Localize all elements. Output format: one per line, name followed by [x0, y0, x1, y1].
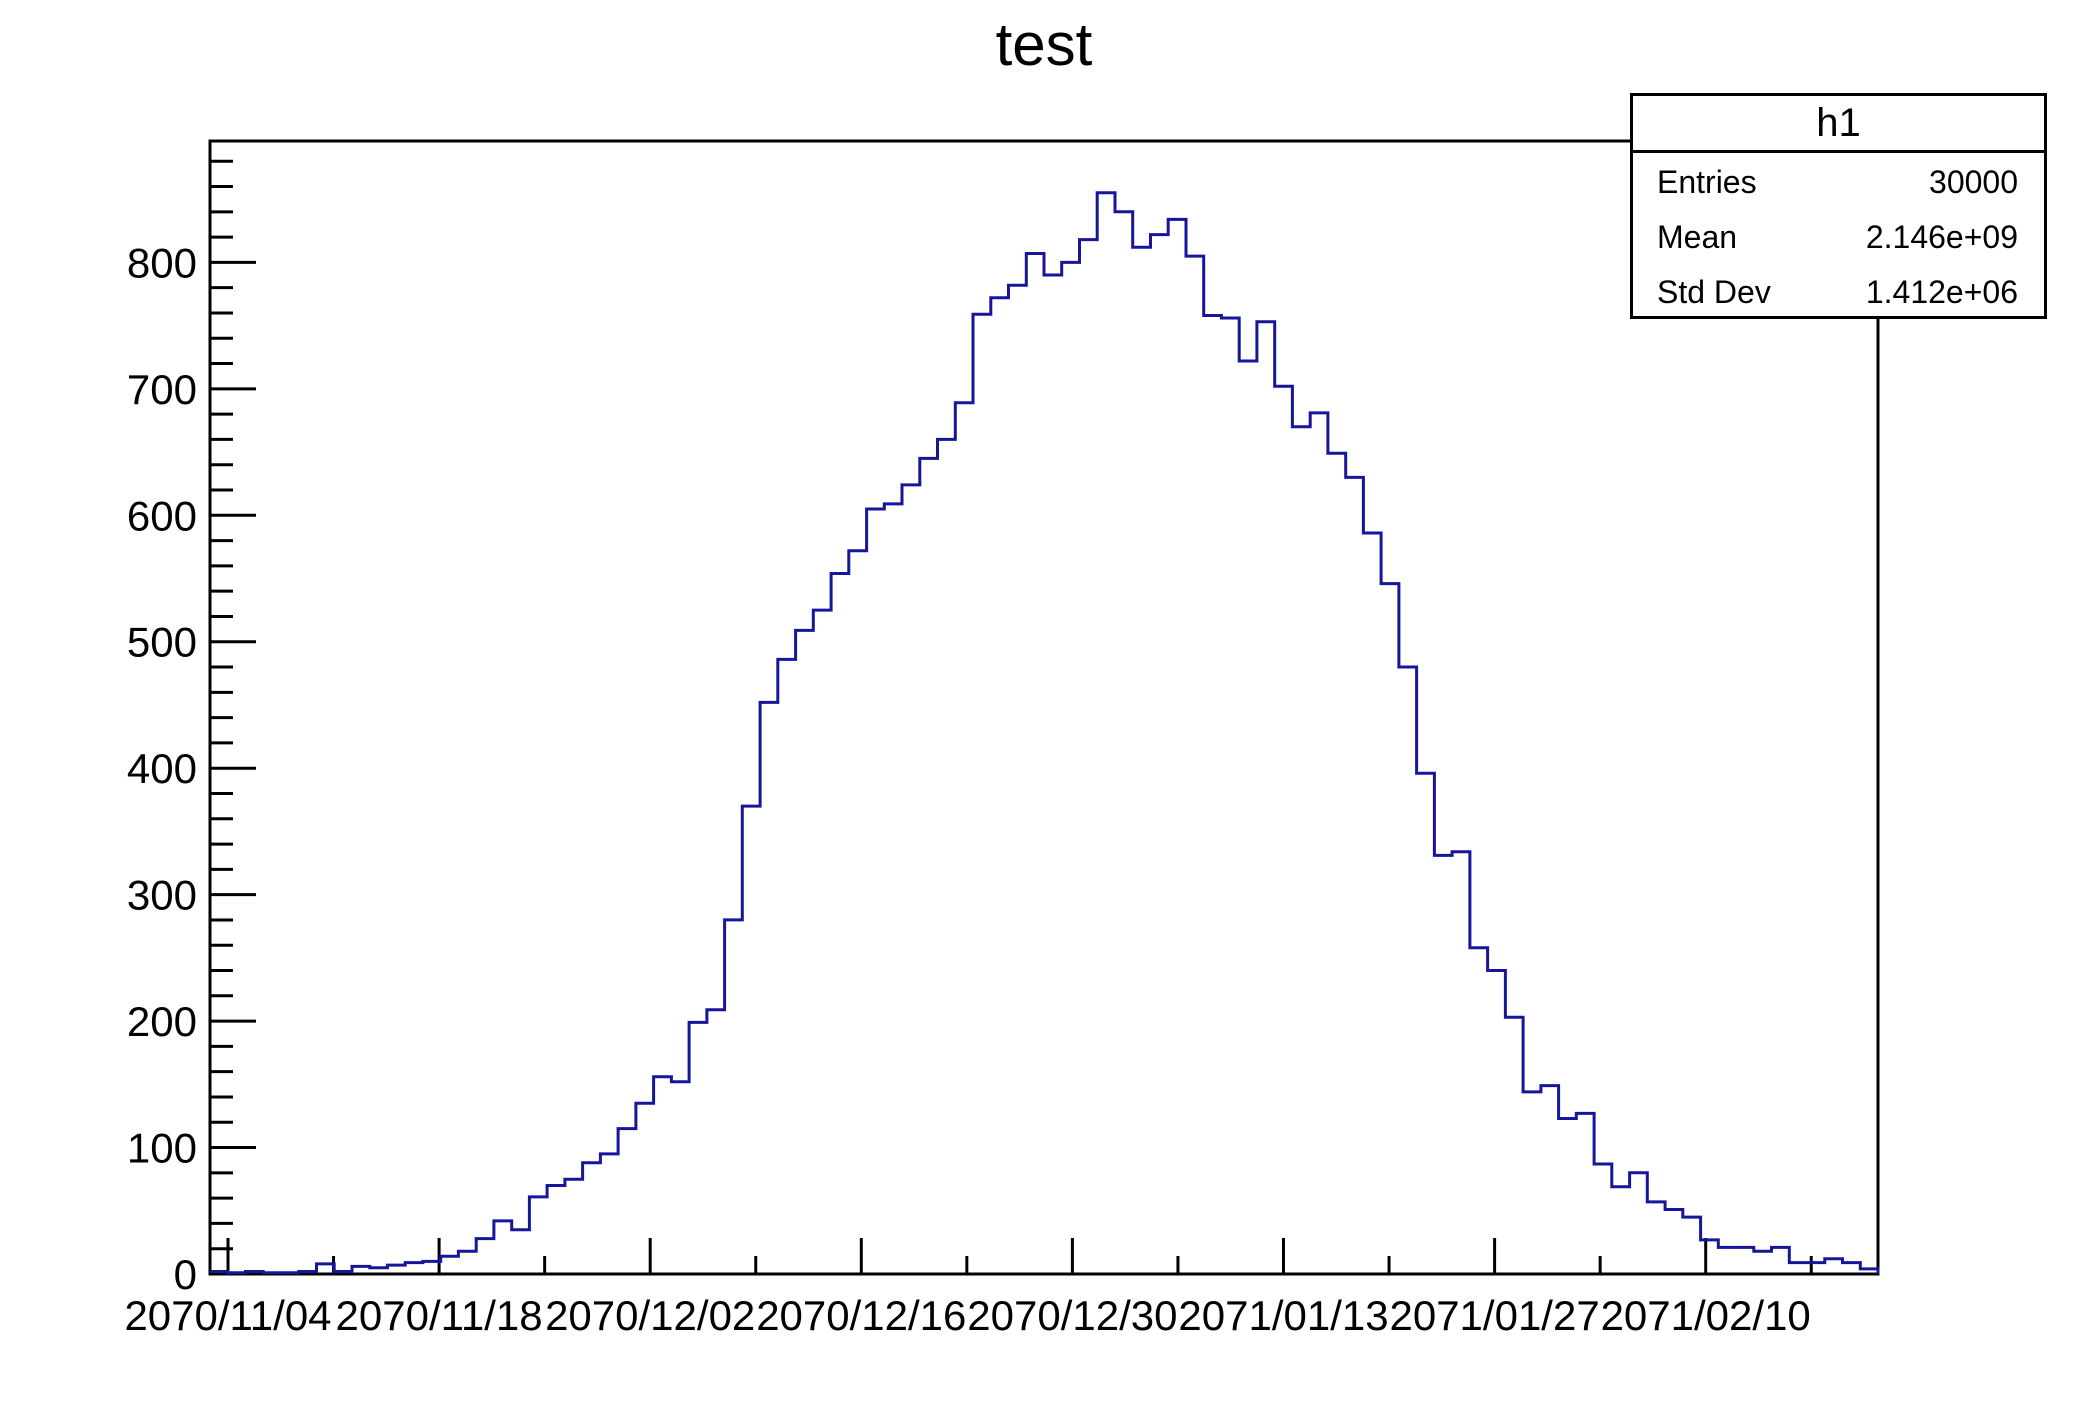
x-tick-label: 2071/01/13 — [1178, 1292, 1388, 1339]
y-tick-label: 300 — [127, 872, 197, 919]
x-tick-label: 2070/11/04 — [124, 1292, 331, 1339]
stats-label-mean: Mean — [1657, 219, 1738, 255]
stats-row-mean: Mean 2.146e+09 — [1657, 210, 2018, 265]
stats-value-mean: 2.146e+09 — [1865, 219, 2018, 255]
y-tick-label: 0 — [174, 1251, 197, 1298]
stats-label-stddev: Std Dev — [1657, 274, 1771, 310]
stats-row-entries: Entries 30000 — [1657, 155, 2018, 210]
y-tick-label: 200 — [127, 998, 197, 1045]
stats-box-rows: Entries 30000 Mean 2.146e+09 Std Dev 1.4… — [1633, 153, 2044, 320]
y-tick-label: 800 — [127, 239, 197, 286]
y-tick-label: 600 — [127, 492, 197, 539]
x-tick-label: 2070/12/16 — [756, 1292, 966, 1339]
histogram-line — [210, 191, 1880, 1275]
x-tick-label: 2070/12/02 — [545, 1292, 755, 1339]
stats-box-title: h1 — [1633, 96, 2044, 153]
stats-label-entries: Entries — [1657, 164, 1757, 200]
x-tick-label: 2070/11/18 — [336, 1292, 543, 1339]
x-tick-label: 2071/01/27 — [1389, 1292, 1599, 1339]
x-tick-label: 2071/02/10 — [1601, 1292, 1811, 1339]
stats-box: h1 Entries 30000 Mean 2.146e+09 Std Dev … — [1630, 93, 2047, 319]
plot-frame — [208, 139, 1880, 1276]
y-tick-label: 500 — [127, 619, 197, 666]
stats-value-stddev: 1.412e+06 — [1865, 274, 2018, 310]
stats-value-entries: 30000 — [1929, 164, 2018, 200]
y-tick-label: 400 — [127, 745, 197, 792]
stats-row-stddev: Std Dev 1.412e+06 — [1657, 265, 2018, 320]
y-tick-label: 700 — [127, 366, 197, 413]
y-tick-label: 100 — [127, 1125, 197, 1172]
x-tick-label: 2070/12/30 — [967, 1292, 1177, 1339]
chart-title: test — [995, 11, 1093, 78]
